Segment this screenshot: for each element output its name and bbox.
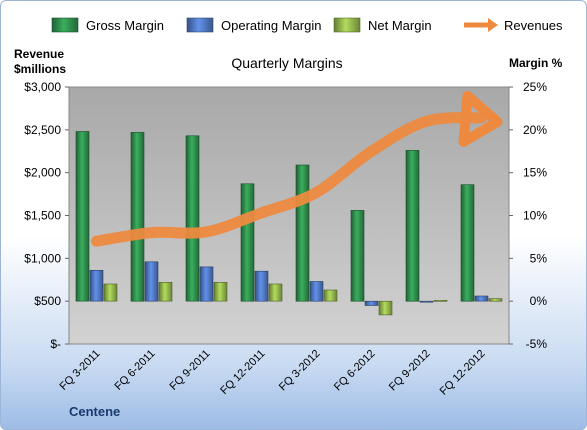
x-tick-label: FQ 6-2012	[332, 348, 378, 394]
x-tick-label: FQ 12-2012	[438, 348, 488, 398]
legend-swatch-net-margin	[333, 17, 361, 33]
right-axis-label: Margin %	[509, 56, 563, 70]
left-axis: $- $500 $1,000 $1,500 $2,000 $2,500 $3,000	[24, 80, 69, 351]
left-tick-label: $2,000	[24, 166, 61, 180]
right-tick-label: 20%	[523, 123, 547, 137]
legend-label-revenues: Revenues	[504, 18, 563, 33]
x-tick-label: FQ 12-2011	[218, 348, 267, 397]
bar-gross-margin-fq-12-2011	[240, 183, 255, 302]
right-tick-label: 0%	[530, 294, 548, 308]
revenue-line	[91, 90, 503, 247]
right-tick-label: 10%	[523, 209, 547, 223]
bar-net-margin-fq-12-2011	[268, 283, 283, 302]
left-tick-label: $-	[50, 337, 61, 351]
company-name: Centene	[69, 404, 120, 419]
left-tick-label: $1,500	[24, 209, 61, 223]
bar-operating-margin-fq-3-2012	[309, 281, 324, 302]
left-tick-label: $2,500	[24, 123, 61, 137]
left-axis-label-line1: Revenue	[14, 47, 64, 61]
bar-net-margin-fq-6-2011	[158, 281, 173, 302]
chart-title: Quarterly Margins	[231, 55, 342, 71]
x-axis: FQ 3-2011 FQ 6-2011 FQ 9-2011 FQ 12-2011 FQ …	[58, 348, 488, 398]
bar-net-margin-fq-12-2012	[488, 298, 503, 302]
bar-gross-margin-fq-3-2012	[295, 164, 310, 302]
right-tick-label: -5%	[526, 337, 548, 351]
bar-operating-margin-fq-9-2012	[419, 300, 434, 303]
bar-gross-margin-fq-3-2011	[75, 131, 90, 302]
bar-operating-margin-fq-12-2011	[254, 270, 269, 302]
legend-arrow-icon	[488, 18, 498, 32]
bar-operating-margin-fq-9-2011	[199, 266, 214, 302]
x-tick-label: FQ 3-2011	[58, 348, 103, 393]
legend-label-net-margin: Net Margin	[368, 18, 432, 33]
bar-gross-margin-fq-12-2012	[460, 184, 475, 302]
right-tick-label: 15%	[523, 166, 547, 180]
legend-label-operating-margin: Operating Margin	[221, 18, 321, 33]
bar-operating-margin-fq-6-2012	[364, 300, 379, 306]
left-axis-label-line2: $millions	[14, 62, 66, 76]
left-tick-label: $3,000	[24, 80, 61, 94]
revenue-arrow-head-icon	[458, 90, 503, 147]
legend-swatch-gross-margin	[51, 17, 79, 33]
right-axis: -5% 0% 5% 10% 15% 20% 25%	[509, 80, 547, 351]
bar-operating-margin-fq-12-2012	[474, 295, 489, 302]
bar-gross-margin-fq-6-2012	[350, 210, 365, 302]
legend-label-gross-margin: Gross Margin	[86, 18, 164, 33]
right-tick-label: 5%	[530, 251, 548, 265]
legend: Gross Margin Operating Margin Net Margin Re…	[51, 17, 563, 33]
bar-operating-margin-fq-3-2011	[89, 269, 104, 302]
bar-net-margin-fq-9-2011	[213, 281, 228, 302]
bar-net-margin-fq-6-2012	[378, 300, 393, 316]
bar-net-margin-fq-3-2012	[323, 289, 338, 302]
bar-gross-margin-fq-6-2011	[130, 132, 145, 302]
left-tick-label: $500	[34, 294, 61, 308]
left-tick-label: $1,000	[24, 251, 61, 265]
bar-gross-margin-fq-9-2012	[405, 150, 420, 302]
x-tick-label: FQ 6-2011	[113, 348, 158, 393]
x-tick-label: FQ 9-2011	[168, 348, 213, 393]
revenue-line-path	[91, 112, 487, 247]
bar-gross-margin-fq-9-2011	[185, 135, 200, 302]
bar-operating-margin-fq-6-2011	[144, 261, 159, 302]
bar-net-margin-fq-3-2011	[103, 283, 118, 302]
x-tick-label: FQ 9-2012	[387, 348, 433, 394]
x-tick-label: FQ 3-2012	[277, 348, 323, 394]
bar-net-margin-fq-9-2012	[433, 299, 448, 302]
right-tick-label: 25%	[523, 80, 547, 94]
legend-swatch-operating-margin	[186, 17, 214, 33]
